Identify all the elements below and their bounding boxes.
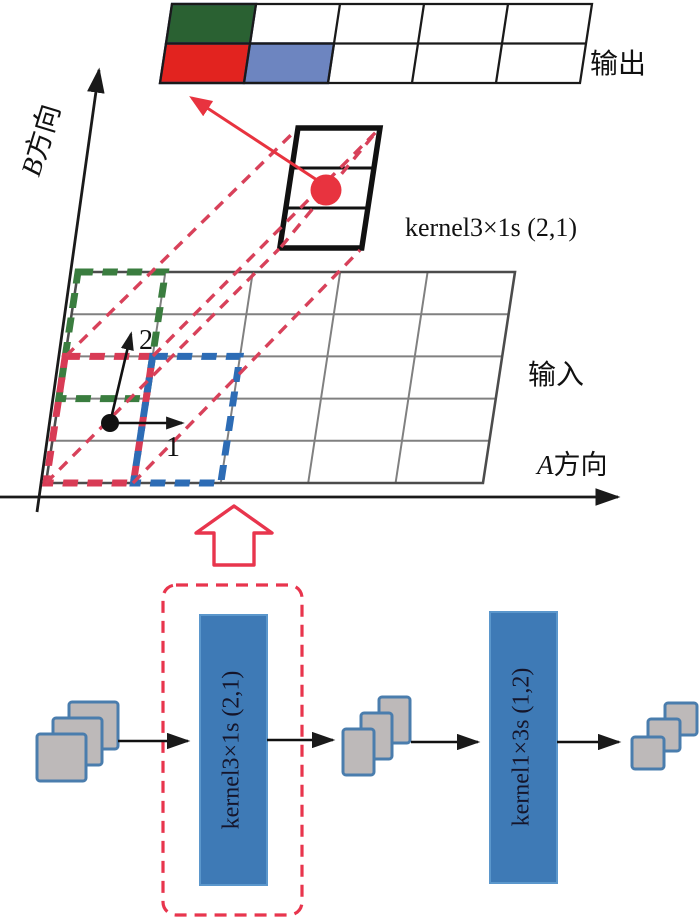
output-cell-blue <box>242 42 336 85</box>
input-grid <box>41 268 517 487</box>
input-label: 输入 <box>528 359 584 391</box>
stride-b-value: 2 <box>139 325 153 356</box>
conv-block-1: kernel3×1s (2,1) <box>199 614 268 886</box>
highlight-dashed-box <box>161 583 304 917</box>
stride-a-value: 1 <box>166 432 180 463</box>
conv-block-1-label: kernel3×1s (2,1) <box>219 671 245 830</box>
feature-map-stack-mid <box>341 695 412 777</box>
stride-marks: 2 1 <box>101 325 185 463</box>
output-label: 输出 <box>590 48 646 80</box>
output-grid-lines <box>158 2 594 85</box>
window-blue-dashed <box>129 352 245 487</box>
a-axis-label: A方向 <box>535 450 608 480</box>
window-red-dashed <box>41 352 157 487</box>
feature-map-stack-output <box>630 701 699 771</box>
projection-dashed-lines <box>44 128 380 485</box>
feature-map-stack-input <box>35 700 120 783</box>
conv-block-2: kernel1×3s (1,2) <box>489 611 558 884</box>
kernel-label: kernel3×1s (2,1) <box>405 213 577 242</box>
output-cell-red <box>158 42 252 85</box>
stride-b-arrow <box>108 331 134 424</box>
b-axis-label: B方向 <box>15 101 67 180</box>
conv-block-2-label: kernel1×3s (1,2) <box>509 668 535 827</box>
window-green-dashed <box>54 268 170 403</box>
output-cell-green <box>164 2 258 45</box>
up-block-arrow-icon <box>194 504 274 567</box>
kernel-to-output-arrow <box>189 96 321 184</box>
b-axis-line <box>35 67 105 513</box>
output-grid <box>158 2 594 85</box>
